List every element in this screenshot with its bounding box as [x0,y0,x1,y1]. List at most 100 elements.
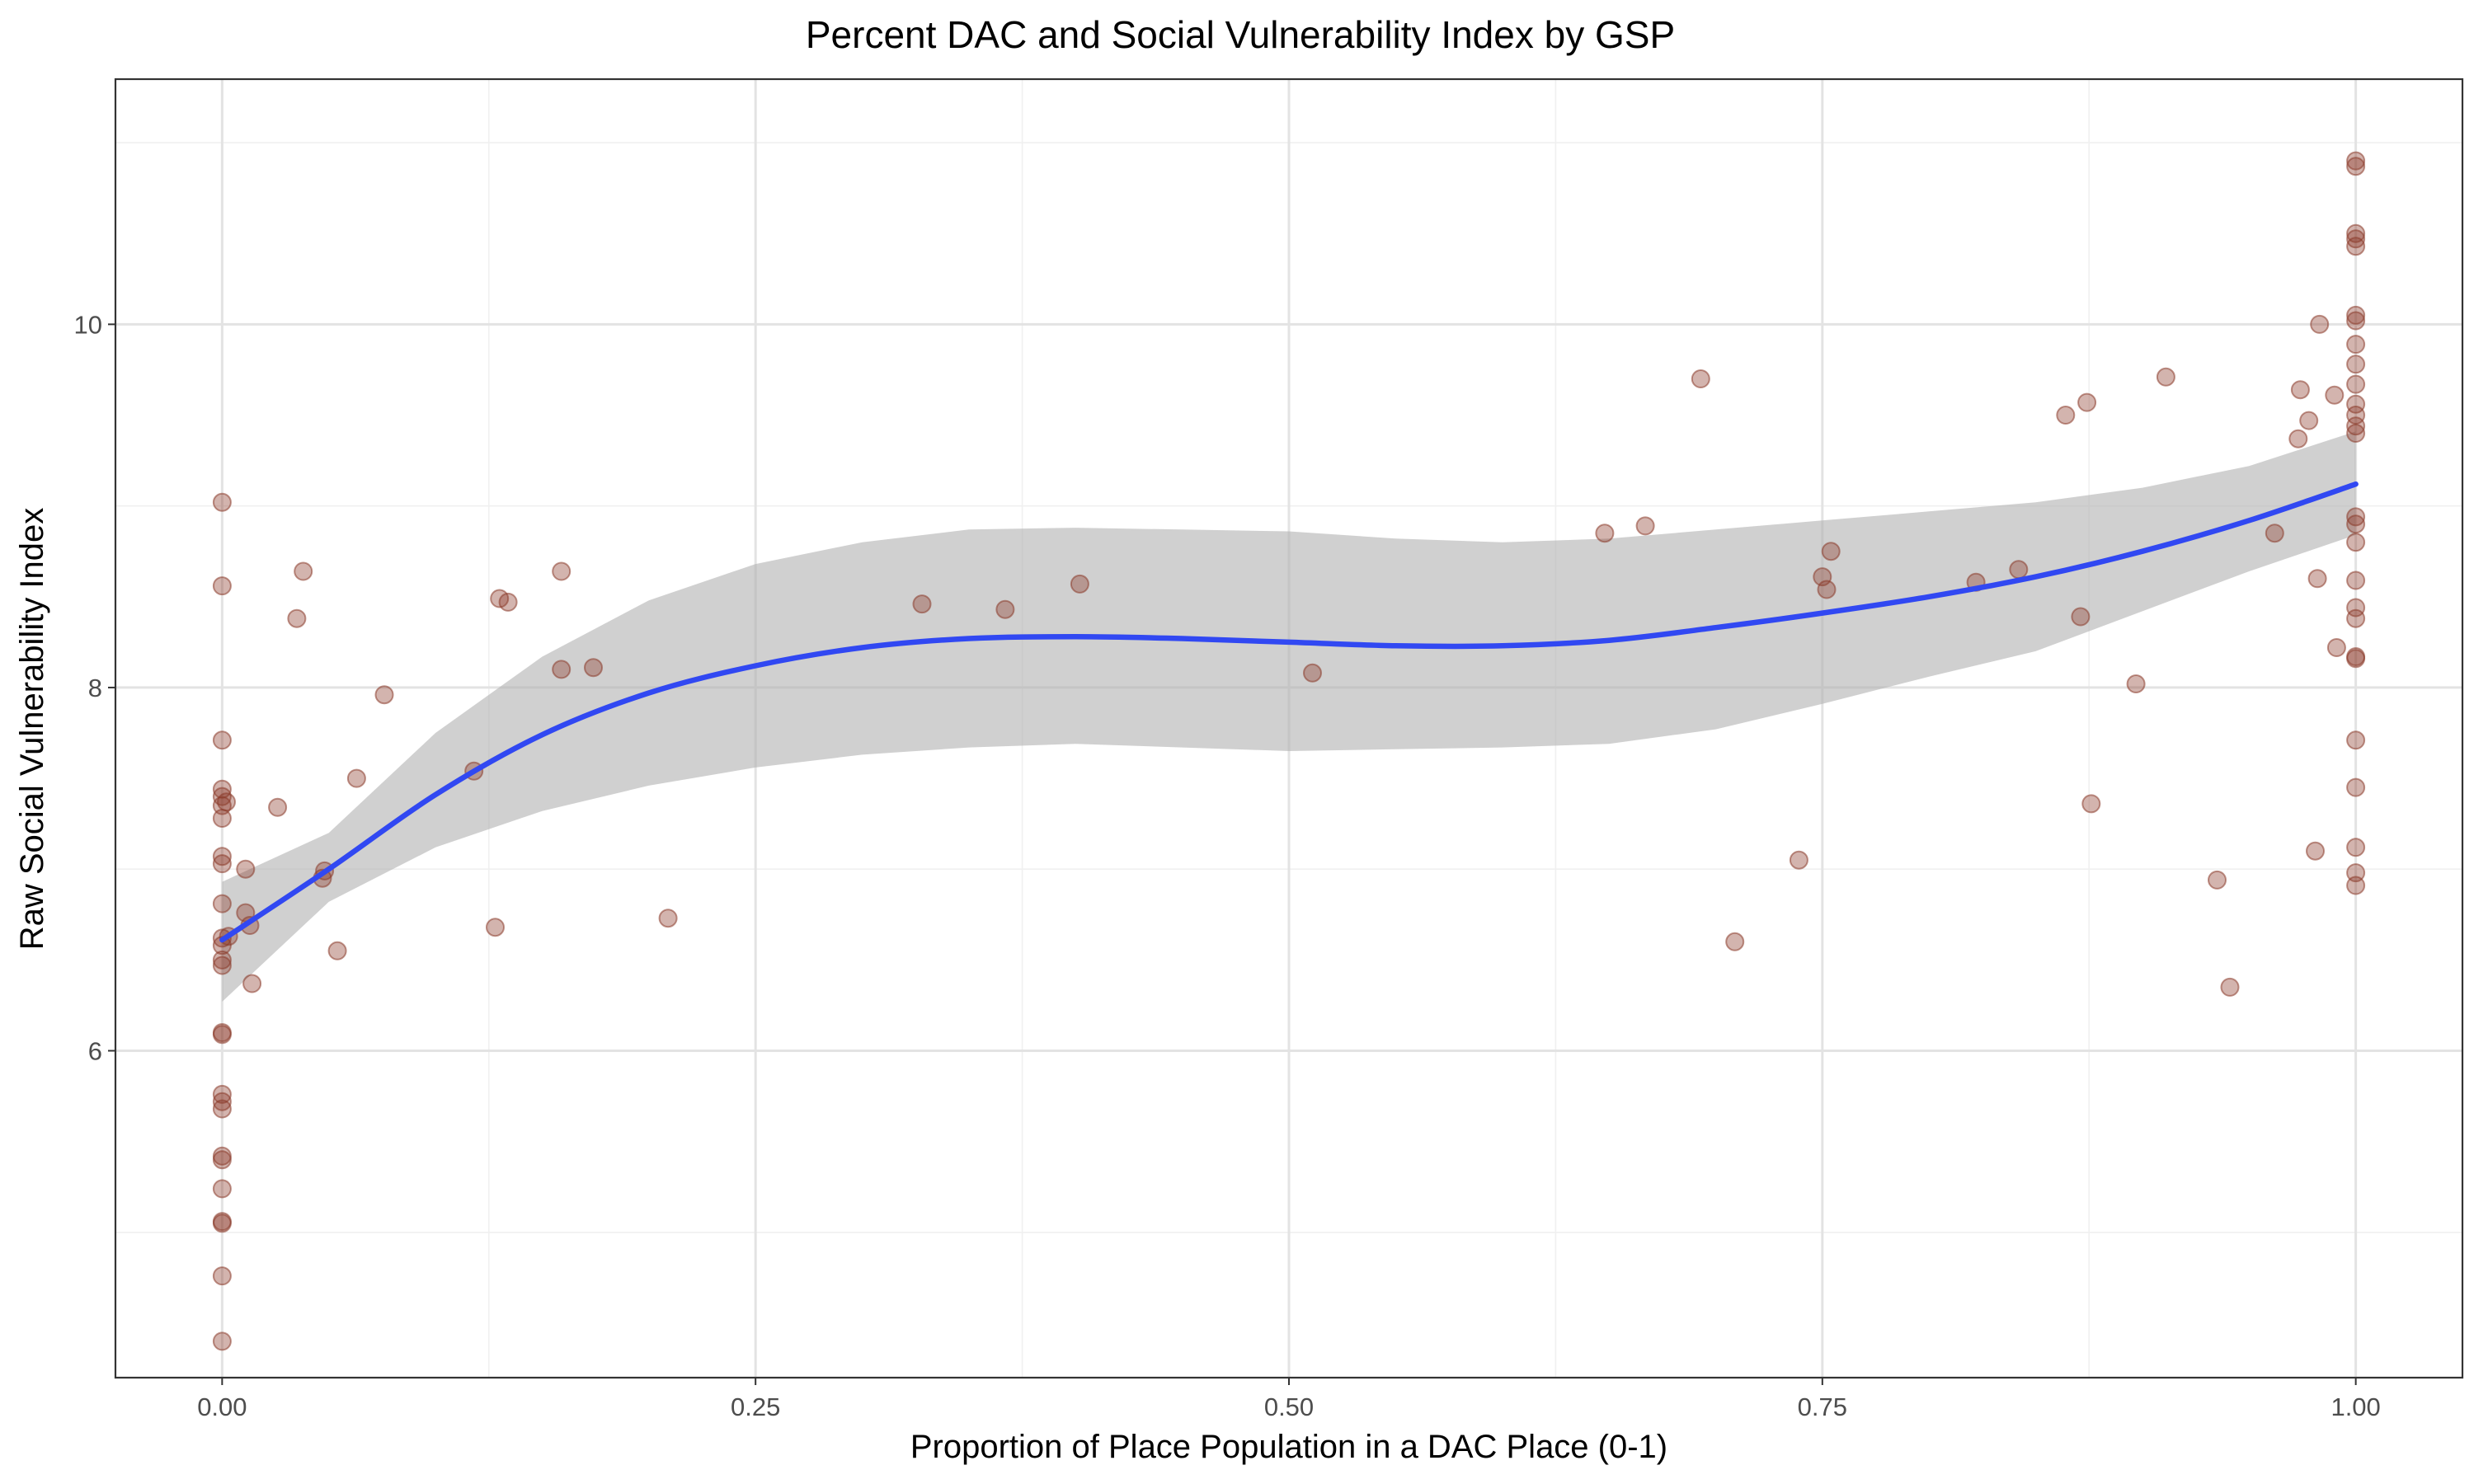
data-point [2346,777,2366,797]
data-point [2346,424,2366,443]
data-point [2346,571,2366,590]
data-point [1789,850,1808,870]
data-point [287,608,307,628]
data-point [2346,507,2366,527]
data-point [212,809,232,828]
data-point [2009,560,2029,580]
data-point [2288,429,2308,448]
data-point [552,660,571,679]
data-point [212,854,232,874]
data-point [2346,157,2366,176]
data-point [2299,411,2319,430]
data-point [2208,870,2227,890]
data-point [2326,638,2346,657]
data-point [2071,607,2091,627]
data-point [212,1092,232,1111]
data-point [1821,542,1841,561]
data-point [212,1179,232,1199]
data-point [584,658,603,678]
smooth-line-layer [219,481,2359,943]
data-point [2346,514,2366,534]
data-point [2346,151,2366,171]
data-point [294,561,313,581]
smooth-line [219,481,2359,943]
data-point [212,576,232,596]
data-point [1691,369,1710,388]
data-point [212,1331,232,1351]
data-point [212,1084,232,1104]
x-tick-label: 0.50 [1264,1392,1314,1421]
data-point [2307,569,2327,589]
data-point [2346,608,2366,628]
data-point [2346,416,2366,436]
data-point [236,859,256,879]
x-axis-title: Proportion of Place Population in a DAC … [910,1429,1667,1465]
data-point [212,1266,232,1286]
data-point [2346,355,2366,374]
data-point [2346,533,2366,552]
x-tick-label: 0.00 [197,1392,247,1421]
data-point [2346,237,2366,256]
data-point [212,492,232,512]
x-tick-label: 0.75 [1798,1392,1847,1421]
data-point [2346,876,2366,895]
data-point [552,561,571,581]
x-tick-label: 0.25 [731,1392,780,1421]
data-point [2056,406,2076,425]
data-point [242,974,262,993]
data-point [374,685,394,705]
confidence-band [222,431,2356,1002]
data-point [1070,574,1089,594]
data-point [212,894,232,913]
data-point [2346,223,2366,243]
data-point [2346,649,2366,669]
data-point [658,909,678,928]
data-point [212,950,232,970]
data-point [212,1214,232,1233]
data-point [2310,314,2330,334]
confidence-band-layer [222,431,2356,1002]
data-point [2077,392,2097,412]
data-point [486,918,505,937]
data-point [212,1025,232,1045]
data-point [1817,580,1837,599]
y-tick-label: 8 [88,674,102,702]
data-point [212,847,232,866]
data-point [2220,977,2240,997]
data-point [2346,838,2366,857]
data-point [2265,524,2284,543]
data-point [2346,374,2366,394]
data-point [217,792,236,812]
scatter-points [212,151,2366,1351]
chart-title: Percent DAC and Social Vulnerability Ind… [806,13,1675,56]
data-point [2156,367,2175,387]
data-point [2290,380,2310,400]
data-point [212,1150,232,1170]
data-point [1635,516,1655,536]
y-tick-label: 10 [74,310,102,339]
data-point [2346,335,2366,355]
data-point [346,768,366,788]
axes: 0.00 0.25 0.50 0.75 1.00 6 8 10 [74,310,2381,1421]
data-point [2126,674,2146,693]
data-point [1303,663,1322,683]
data-point [2346,229,2366,249]
data-point [2306,841,2325,861]
data-point [498,592,518,612]
data-point [912,594,932,614]
data-point [212,1099,232,1119]
data-point [2081,794,2101,814]
data-point [2346,730,2366,750]
x-tick-label: 1.00 [2331,1392,2380,1421]
y-tick-label: 6 [88,1036,102,1065]
data-point [268,797,288,817]
data-point [2346,305,2366,325]
data-point [327,941,347,960]
data-point [1725,932,1745,951]
y-axis-title: Raw Social Vulnerability Index [14,508,50,951]
data-point [212,956,232,975]
data-point [995,599,1015,619]
data-point [212,730,232,750]
data-point [1595,524,1615,543]
